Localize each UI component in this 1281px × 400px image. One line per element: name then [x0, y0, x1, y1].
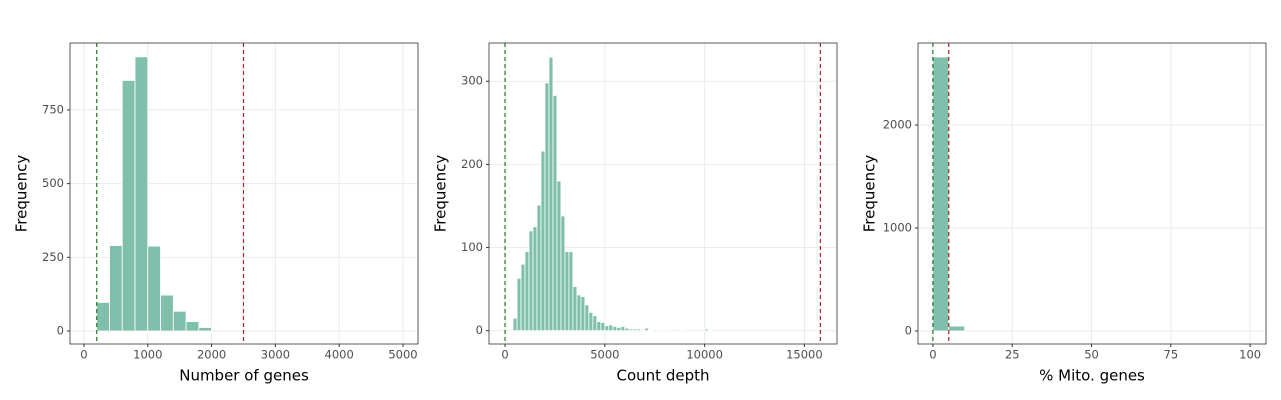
bar	[552, 94, 558, 332]
bar	[584, 304, 590, 332]
x-axis-title: % Mito. genes	[1039, 367, 1145, 385]
bar	[660, 329, 666, 332]
bar	[604, 325, 610, 332]
x-tick-label: 100	[1239, 348, 1261, 362]
y-tick-label: 750	[42, 102, 64, 116]
bar	[588, 312, 594, 332]
bar	[512, 317, 518, 332]
bar	[524, 251, 530, 332]
y-axis-title: Frequency	[432, 155, 450, 233]
bar	[96, 302, 110, 332]
x-tick-label: 5000	[590, 348, 619, 362]
bar	[121, 80, 136, 332]
bar	[560, 215, 566, 332]
bar	[632, 328, 638, 332]
x-tick-label: 75	[1164, 348, 1179, 362]
bar	[596, 321, 602, 332]
bar	[580, 296, 586, 332]
bar	[640, 329, 646, 332]
bar	[648, 329, 654, 332]
bar	[528, 230, 534, 332]
x-tick-label: 25	[1005, 348, 1020, 362]
x-tick-label: 0	[501, 348, 508, 362]
bar	[644, 327, 650, 332]
y-tick-label: 1000	[883, 221, 912, 235]
bar	[160, 294, 174, 332]
x-tick-label: 1000	[133, 348, 162, 362]
bar	[624, 327, 630, 332]
bar	[540, 150, 546, 332]
x-tick-label: 0	[80, 348, 87, 362]
x-tick-label: 4000	[325, 348, 354, 362]
bar	[516, 277, 522, 332]
bar	[704, 328, 710, 332]
bar	[198, 327, 212, 332]
y-axis-title: Frequency	[13, 155, 31, 233]
y-axis-title: Frequency	[861, 155, 879, 233]
panel-border	[69, 42, 419, 345]
y-tick-label: 200	[461, 157, 483, 171]
bar	[636, 328, 642, 332]
x-tick-label: 15000	[786, 348, 823, 362]
bar	[608, 324, 614, 332]
bar	[612, 326, 618, 332]
bar	[656, 329, 662, 332]
x-tick-label: 10000	[686, 348, 723, 362]
bar	[532, 226, 538, 332]
bar	[147, 245, 161, 332]
bar	[668, 329, 674, 332]
bar	[536, 204, 542, 332]
bar	[592, 315, 598, 332]
bar	[556, 180, 562, 332]
panel-border	[488, 42, 838, 345]
y-tick-label: 500	[42, 176, 64, 190]
bar	[134, 56, 149, 332]
bar	[948, 325, 966, 332]
x-axis-title: Number of genes	[179, 367, 309, 385]
bar	[572, 286, 578, 332]
bar	[600, 321, 606, 332]
bar	[932, 56, 950, 332]
bar	[564, 251, 570, 332]
bar	[548, 56, 554, 332]
x-tick-label: 3000	[261, 348, 290, 362]
y-tick-label: 300	[461, 74, 483, 88]
x-tick-label: 50	[1084, 348, 1099, 362]
x-axis-title: Count depth	[617, 367, 710, 385]
y-tick-label: 2000	[883, 117, 912, 131]
y-tick-label: 0	[57, 324, 64, 338]
bar	[544, 82, 550, 332]
y-tick-label: 250	[42, 250, 64, 264]
bar	[109, 245, 123, 332]
bar	[708, 329, 714, 332]
x-tick-label: 5000	[388, 348, 417, 362]
bar	[576, 294, 582, 332]
y-tick-label: 0	[476, 323, 483, 337]
x-tick-label: 0	[929, 348, 936, 362]
bar	[520, 263, 526, 332]
bar	[172, 310, 187, 332]
bar	[185, 321, 200, 332]
bar	[628, 328, 634, 332]
bar	[616, 326, 622, 332]
bar	[620, 326, 626, 332]
x-tick-label: 2000	[197, 348, 226, 362]
y-tick-label: 0	[905, 324, 912, 338]
bar	[568, 251, 574, 332]
y-tick-label: 100	[461, 240, 483, 254]
bar	[680, 329, 686, 332]
